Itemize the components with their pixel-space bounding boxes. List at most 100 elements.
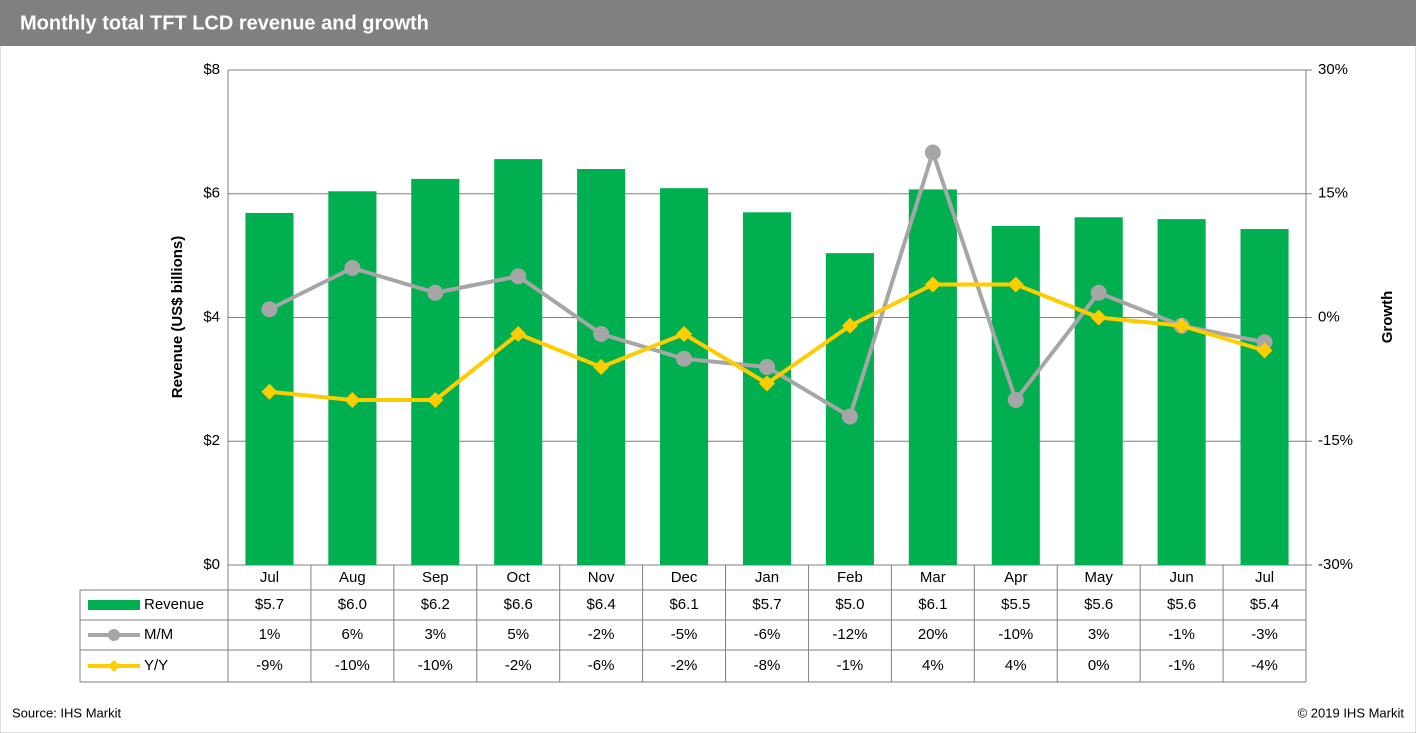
marker xyxy=(841,408,858,425)
table-value: -2% xyxy=(671,657,698,674)
legend-marker xyxy=(108,660,120,672)
y-tick-label: $6 xyxy=(203,185,220,202)
marker xyxy=(261,383,278,400)
marker xyxy=(1007,392,1024,408)
table-value: -8% xyxy=(754,657,781,674)
table-value: $5.4 xyxy=(1250,596,1279,613)
marker xyxy=(1007,276,1024,293)
table-value: $5.0 xyxy=(835,596,864,613)
table-value: -3% xyxy=(1251,626,1278,643)
table-value: $5.6 xyxy=(1167,596,1196,613)
x-tick-label: Jul xyxy=(1255,569,1274,586)
legend-label: M/M xyxy=(144,626,173,643)
table-value: 5% xyxy=(507,626,529,643)
marker xyxy=(510,326,527,342)
marker xyxy=(510,268,527,285)
marker xyxy=(841,317,858,334)
marker xyxy=(924,276,941,293)
table-value: $6.2 xyxy=(421,596,450,613)
bar xyxy=(1240,229,1289,566)
table-value: -1% xyxy=(1168,626,1195,643)
x-tick-label: Dec xyxy=(671,569,698,586)
table-value: $6.1 xyxy=(669,596,698,613)
legend-label: Revenue xyxy=(144,596,204,613)
legend-label: Y/Y xyxy=(144,657,168,674)
y-axis-label: Revenue (US$ billions) xyxy=(169,236,186,399)
x-tick-label: Jan xyxy=(755,569,779,586)
header-bar xyxy=(0,0,1416,46)
y2-tick-label: 0% xyxy=(1318,308,1340,325)
marker xyxy=(759,359,775,375)
table-value: $6.4 xyxy=(587,596,616,613)
bar xyxy=(494,159,543,565)
copyright: © 2019 IHS Markit xyxy=(1298,705,1405,720)
table-value: 4% xyxy=(1005,657,1027,674)
source: Source: IHS Markit xyxy=(12,705,121,720)
table-value: 6% xyxy=(342,626,364,643)
table-value: -2% xyxy=(588,626,615,643)
marker xyxy=(1256,342,1273,359)
bar xyxy=(1157,219,1206,565)
y-tick-label: $8 xyxy=(203,61,220,78)
marker xyxy=(427,284,444,301)
x-tick-label: Oct xyxy=(507,569,531,586)
table-value: $6.0 xyxy=(338,596,367,613)
x-tick-label: May xyxy=(1085,569,1114,586)
table-value: 3% xyxy=(1088,626,1110,643)
bar xyxy=(328,191,377,565)
y2-tick-label: -30% xyxy=(1318,556,1353,573)
y-tick-label: $4 xyxy=(203,308,220,325)
table-value: -6% xyxy=(754,626,781,643)
x-tick-label: Sep xyxy=(422,569,449,586)
y2-tick-label: 15% xyxy=(1318,185,1348,202)
bar xyxy=(660,188,709,565)
marker xyxy=(1090,284,1107,301)
x-tick-label: Apr xyxy=(1004,569,1027,586)
marker xyxy=(1090,309,1107,326)
table-value: $6.6 xyxy=(504,596,533,613)
legend-swatch xyxy=(88,600,140,610)
marker xyxy=(344,392,361,408)
table-value: $5.5 xyxy=(1001,596,1030,613)
marker xyxy=(924,144,941,161)
table-value: -9% xyxy=(256,657,283,674)
table-value: 4% xyxy=(922,657,944,674)
table-value: -1% xyxy=(837,657,864,674)
table-value: 20% xyxy=(918,626,948,643)
table-value: -1% xyxy=(1168,657,1195,674)
marker xyxy=(427,392,444,408)
marker xyxy=(593,326,610,342)
x-tick-label: Nov xyxy=(588,569,615,586)
marker xyxy=(676,350,693,367)
table-value: $6.1 xyxy=(918,596,947,613)
x-tick-label: Aug xyxy=(339,569,366,586)
table-value: -10% xyxy=(335,657,370,674)
table-value: $5.7 xyxy=(255,596,284,613)
bar xyxy=(1074,217,1123,565)
table-value: 1% xyxy=(259,626,281,643)
table-value: -2% xyxy=(505,657,532,674)
table-value: 3% xyxy=(424,626,446,643)
table-value: -10% xyxy=(418,657,453,674)
marker xyxy=(593,359,610,375)
bar xyxy=(908,189,957,565)
y-tick-label: $0 xyxy=(203,556,220,573)
marker xyxy=(344,260,361,276)
table-value: -12% xyxy=(832,626,867,643)
marker xyxy=(261,301,278,318)
y-tick-label: $2 xyxy=(203,432,220,449)
legend-marker xyxy=(108,629,120,641)
table-value: $5.7 xyxy=(752,596,781,613)
marker xyxy=(1256,334,1273,351)
x-tick-label: Jun xyxy=(1170,569,1194,586)
bar xyxy=(411,178,460,565)
y2-tick-label: 30% xyxy=(1318,61,1348,78)
table-value: -10% xyxy=(998,626,1033,643)
table-value: -4% xyxy=(1251,657,1278,674)
x-tick-label: Feb xyxy=(837,569,863,586)
x-tick-label: Jul xyxy=(260,569,279,586)
marker xyxy=(1173,317,1190,334)
table-value: 0% xyxy=(1088,657,1110,674)
y2-tick-label: -15% xyxy=(1318,432,1353,449)
